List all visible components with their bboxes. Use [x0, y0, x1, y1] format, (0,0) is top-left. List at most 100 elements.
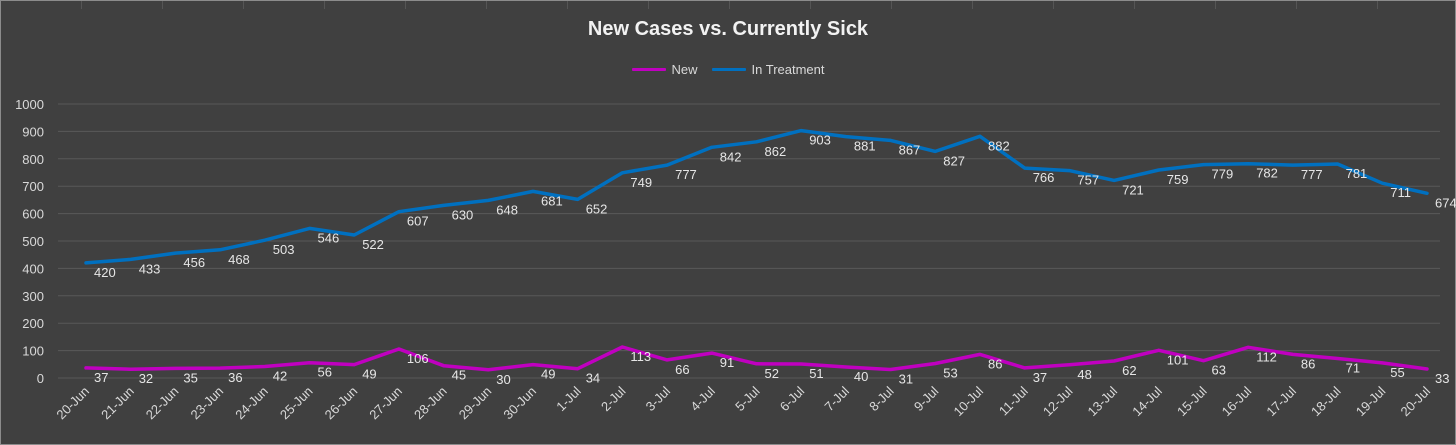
x-tick-label: 8-Jul: [866, 383, 897, 414]
x-tick-label: 26-Jun: [322, 384, 361, 423]
data-label-in-treatment: 781: [1346, 166, 1368, 181]
x-tick-label: 20-Jul: [1397, 383, 1433, 419]
x-tick-label: 1-Jul: [553, 383, 584, 414]
y-tick-label: 800: [22, 152, 44, 167]
data-label-in-treatment: 862: [765, 144, 787, 159]
x-tick-label: 6-Jul: [777, 383, 808, 414]
x-tick-label: 4-Jul: [687, 383, 718, 414]
data-label-in-treatment: 749: [630, 175, 652, 190]
data-label-in-treatment: 881: [854, 139, 876, 154]
data-label-new: 53: [943, 365, 957, 380]
data-label-new: 42: [273, 368, 287, 383]
chart-title: New Cases vs. Currently Sick: [587, 18, 869, 40]
data-label-in-treatment: 842: [720, 149, 742, 164]
data-label-in-treatment: 711: [1390, 185, 1411, 200]
data-label-new: 112: [1256, 349, 1277, 364]
y-tick-label: 400: [22, 261, 44, 276]
y-tick-label: 700: [22, 179, 44, 194]
series-line-in-treatment: [84, 128, 1429, 265]
data-label-in-treatment: 777: [1301, 167, 1323, 182]
data-label-new: 48: [1077, 367, 1091, 382]
x-tick-label: 23-Jun: [188, 384, 227, 423]
data-label-new: 30: [496, 372, 510, 387]
data-label-new: 55: [1390, 365, 1404, 380]
legend-label-in-treatment: In Treatment: [751, 62, 825, 77]
y-tick-label: 200: [22, 316, 44, 331]
legend-item-new: New: [631, 62, 698, 77]
data-label-new: 56: [318, 365, 332, 380]
x-tick-label: 5-Jul: [732, 383, 763, 414]
legend-item-in-treatment: In Treatment: [711, 62, 825, 77]
y-tick-label: 600: [22, 207, 44, 222]
data-label-in-treatment: 652: [586, 201, 608, 216]
data-label-in-treatment: 456: [183, 255, 205, 270]
x-tick-label: 13-Jul: [1085, 383, 1121, 419]
x-tick-label: 21-Jun: [98, 384, 137, 423]
data-label-in-treatment: 630: [452, 207, 474, 222]
x-tick-label: 10-Jul: [950, 383, 986, 419]
data-label-new: 86: [988, 356, 1002, 371]
data-label-new: 49: [541, 367, 555, 382]
x-tick-label: 16-Jul: [1219, 383, 1255, 419]
data-label-new: 35: [183, 370, 197, 385]
y-tick-label: 100: [22, 344, 44, 359]
y-tick-label: 0: [37, 371, 44, 386]
x-tick-label: 22-Jun: [143, 384, 182, 423]
x-tick-label: 3-Jul: [643, 383, 674, 414]
data-label-in-treatment: 674: [1435, 195, 1456, 210]
data-label-in-treatment: 503: [273, 242, 295, 257]
data-label-in-treatment: 420: [94, 265, 116, 280]
data-label-new: 37: [94, 370, 108, 385]
data-label-in-treatment: 867: [899, 142, 921, 157]
data-label-new: 36: [228, 370, 242, 385]
x-tick-label: 9-Jul: [911, 383, 942, 414]
data-label-new: 52: [765, 366, 779, 381]
data-label-new: 40: [854, 369, 868, 384]
data-label-in-treatment: 779: [1212, 167, 1234, 182]
x-tick-label: 20-Jun: [53, 384, 92, 423]
data-label-in-treatment: 757: [1077, 173, 1099, 188]
data-label-in-treatment: 903: [809, 133, 831, 148]
x-tick-label: 19-Jul: [1353, 383, 1389, 419]
x-tick-label: 12-Jul: [1040, 383, 1076, 419]
data-label-in-treatment: 522: [362, 237, 384, 252]
x-tick-label: 14-Jul: [1129, 383, 1165, 419]
x-tick-label: 18-Jul: [1308, 383, 1344, 419]
x-tick-label: 17-Jul: [1263, 383, 1299, 419]
data-label-in-treatment: 777: [675, 167, 697, 182]
data-label-new: 62: [1122, 363, 1136, 378]
y-tick-label: 1000: [15, 97, 44, 112]
data-label-in-treatment: 468: [228, 252, 250, 267]
y-tick-label: 500: [22, 234, 44, 249]
data-label-new: 113: [630, 349, 651, 364]
legend: New In Treatment: [0, 62, 1456, 77]
data-label-new: 32: [139, 371, 153, 386]
data-label-new: 31: [899, 372, 913, 387]
legend-swatch-in-treatment: [711, 68, 746, 71]
data-label-in-treatment: 759: [1167, 172, 1189, 187]
x-tick-label: 27-Jun: [366, 384, 405, 423]
data-label-new: 33: [1435, 371, 1449, 386]
data-label-in-treatment: 648: [496, 202, 518, 217]
x-tick-label: 2-Jul: [598, 383, 629, 414]
data-label-in-treatment: 433: [139, 261, 161, 276]
data-label-in-treatment: 721: [1122, 182, 1144, 197]
data-label-new: 37: [1033, 370, 1047, 385]
x-tick-label: 7-Jul: [821, 383, 852, 414]
data-label-new: 49: [362, 367, 376, 382]
data-label-in-treatment: 766: [1033, 170, 1055, 185]
x-tick-label: 11-Jul: [996, 383, 1031, 418]
x-tick-label: 25-Jun: [277, 384, 316, 423]
x-tick-label: 15-Jul: [1174, 383, 1210, 419]
data-label-in-treatment: 607: [407, 214, 429, 229]
x-tick-label: 28-Jun: [411, 384, 450, 423]
data-label-new: 66: [675, 362, 689, 377]
data-label-in-treatment: 681: [541, 193, 563, 208]
data-label-in-treatment: 882: [988, 138, 1010, 153]
x-tick-label: 24-Jun: [232, 384, 271, 423]
legend-swatch-new: [631, 68, 666, 71]
y-tick-label: 900: [22, 124, 44, 139]
data-label-in-treatment: 546: [318, 230, 340, 245]
